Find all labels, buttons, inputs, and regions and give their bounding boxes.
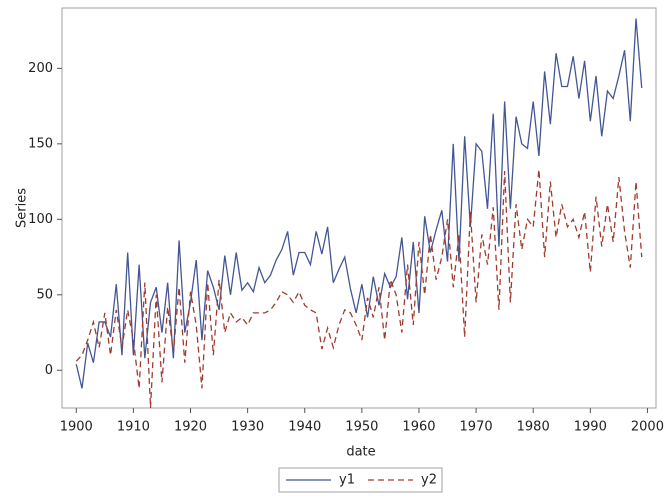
y-tick-label: 100 [28, 212, 53, 227]
plot-frame [61, 7, 657, 409]
y-axis-label: Series [15, 188, 30, 228]
legend-label: y1 [339, 473, 355, 488]
x-tick-label: 1950 [345, 420, 378, 435]
x-tick-label: 1990 [574, 420, 607, 435]
x-tick-label: 1980 [517, 420, 550, 435]
y-tick-label: 150 [28, 136, 53, 151]
series-line [75, 169, 643, 409]
x-tick-label: 2000 [631, 420, 664, 435]
y-tick-label: 0 [45, 363, 53, 378]
x-tick-label: 1900 [60, 420, 93, 435]
x-tick-label: 1910 [117, 420, 150, 435]
x-tick-label: 1930 [231, 420, 264, 435]
x-tick-label: 1940 [288, 420, 321, 435]
x-tick-label: 1970 [460, 420, 493, 435]
x-axis-label: date [346, 445, 375, 460]
y-tick-label: 200 [28, 61, 53, 76]
legend-label: y2 [421, 473, 437, 488]
y-tick-label: 50 [36, 287, 53, 302]
series-line [75, 18, 643, 389]
x-tick-label: 1920 [174, 420, 207, 435]
x-tick-label: 1960 [402, 420, 435, 435]
legend-frame [278, 467, 443, 493]
